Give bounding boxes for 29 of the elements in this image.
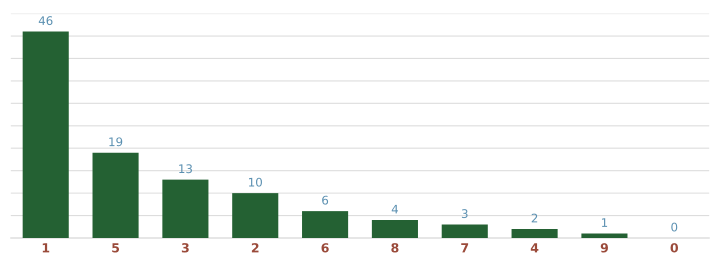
x-tick-label: 6 [322, 243, 329, 253]
x-tick-label: 9 [600, 243, 608, 253]
x-tick-label: 7 [461, 243, 468, 252]
x-tick-label: 1 [42, 243, 50, 252]
bar [162, 180, 208, 238]
x-tick-label: 0 [670, 243, 678, 253]
data-label: 13 [179, 164, 192, 174]
x-tick-label: 8 [391, 243, 398, 253]
data-label: 10 [249, 178, 262, 187]
data-label: 46 [38, 16, 52, 26]
bar [581, 234, 628, 238]
data-label: 1 [602, 218, 608, 227]
data-label: 4 [392, 204, 398, 214]
bar [302, 211, 348, 238]
data-label: 3 [462, 209, 468, 218]
bar [92, 152, 139, 238]
x-tick-label: 5 [112, 243, 120, 253]
data-label: 2 [532, 214, 538, 222]
x-tick-label: 2 [252, 243, 259, 252]
x-tick-label: 3 [182, 243, 189, 253]
bar [22, 32, 69, 238]
data-label: 6 [322, 196, 328, 205]
bar [442, 224, 488, 238]
bar [512, 229, 558, 238]
data-label: 0 [671, 222, 678, 232]
x-tick-label: 4 [530, 243, 538, 252]
data-label: 19 [109, 137, 122, 146]
bar [232, 193, 278, 238]
bar [372, 220, 418, 238]
